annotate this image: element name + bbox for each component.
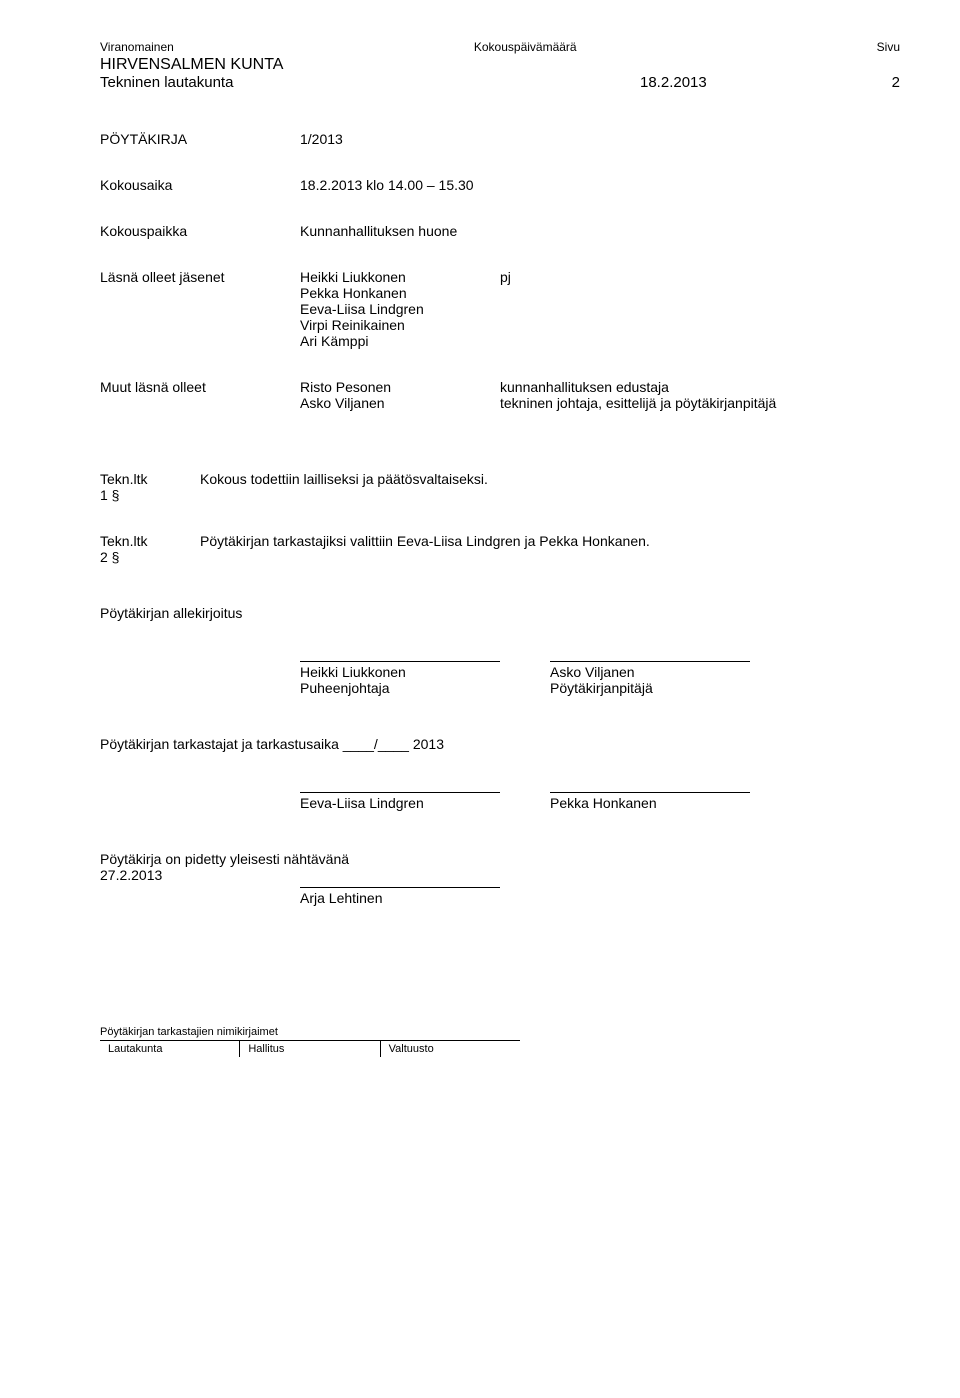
others-roles: kunnanhallituksen edustaja tekninen joht… [500, 379, 900, 411]
time-value: 18.2.2013 klo 14.00 – 15.30 [300, 177, 900, 193]
item-prefix: Tekn.ltk [100, 533, 200, 549]
date-label: Kokouspäivämäärä [474, 40, 577, 54]
footer-col-lautakunta: Lautakunta [100, 1041, 240, 1057]
place-label: Kokouspaikka [100, 223, 300, 239]
board-name: Tekninen lautakunta [100, 74, 640, 91]
page-number: 2 [840, 74, 900, 91]
footer-block: Pöytäkirjan tarkastajien nimikirjaimet L… [100, 1026, 900, 1057]
public-label: Pöytäkirja on pidetty yleisesti nähtävän… [100, 851, 900, 867]
page-label: Sivu [877, 40, 900, 54]
clerk-row: Arja Lehtinen [300, 887, 900, 906]
item-1-text: Kokous todettiin lailliseksi ja päätösva… [200, 471, 900, 503]
minutes-title-value: 1/2013 [300, 131, 900, 147]
others-present-block: Muut läsnä olleet Risto Pesonen Asko Vil… [100, 379, 900, 411]
meeting-time-row: Kokousaika 18.2.2013 klo 14.00 – 15.30 [100, 177, 900, 193]
reviewer-1-signature: Eeva-Liisa Lindgren [300, 792, 550, 811]
secretary-name: Asko Viljanen [550, 664, 800, 680]
clerk-name: Arja Lehtinen [300, 890, 550, 906]
present-name: Ari Kämppi [300, 333, 500, 349]
present-label: Läsnä olleet jäsenet [100, 269, 300, 349]
signature-line [300, 792, 500, 793]
present-name: Heikki Liukkonen [300, 269, 500, 285]
footer-col-valtuusto: Valtuusto [381, 1041, 520, 1057]
time-label: Kokousaika [100, 177, 300, 193]
footer-table: Lautakunta Hallitus Valtuusto [100, 1040, 520, 1057]
page-container: Viranomainen Kokouspäivämäärä Sivu HIRVE… [0, 0, 960, 1087]
clerk-signature: Arja Lehtinen [300, 887, 550, 906]
item-1-block: Tekn.ltk 1 § Kokous todettiin lailliseks… [100, 471, 900, 503]
signature-label: Pöytäkirjan allekirjoitus [100, 605, 900, 621]
chair-signature: Heikki Liukkonen Puheenjohtaja [300, 661, 550, 696]
signature-line [550, 661, 750, 662]
others-label: Muut läsnä olleet [100, 379, 300, 411]
present-members-block: Läsnä olleet jäsenet Heikki Liukkonen Pe… [100, 269, 900, 349]
place-value: Kunnanhallituksen huone [300, 223, 900, 239]
public-display-section: Pöytäkirja on pidetty yleisesti nähtävän… [100, 851, 900, 906]
item-1-number: 1 § [100, 487, 200, 503]
other-name: Risto Pesonen [300, 379, 500, 395]
item-2-label: Tekn.ltk 2 § [100, 533, 200, 565]
item-2-block: Tekn.ltk 2 § Pöytäkirjan tarkastajiksi v… [100, 533, 900, 565]
minutes-title-label: PÖYTÄKIRJA [100, 131, 300, 147]
present-names: Heikki Liukkonen Pekka Honkanen Eeva-Lii… [300, 269, 500, 349]
signature-line [300, 887, 500, 888]
signature-row: Heikki Liukkonen Puheenjohtaja Asko Vilj… [300, 661, 900, 696]
public-date: 27.2.2013 [100, 867, 900, 883]
secretary-title: Pöytäkirjanpitäjä [550, 680, 800, 696]
reviewer-1-name: Eeva-Liisa Lindgren [300, 795, 550, 811]
header-meta-row: Viranomainen Kokouspäivämäärä Sivu [100, 40, 900, 54]
present-roles: pj [500, 269, 900, 349]
item-1-label: Tekn.ltk 1 § [100, 471, 200, 503]
reviewer-2-name: Pekka Honkanen [550, 795, 800, 811]
other-role: kunnanhallituksen edustaja [500, 379, 900, 395]
signature-line [550, 792, 750, 793]
signature-line [300, 661, 500, 662]
other-name: Asko Viljanen [300, 395, 500, 411]
org-name: HIRVENSALMEN KUNTA [100, 56, 900, 74]
footer-initials-label: Pöytäkirjan tarkastajien nimikirjaimet [100, 1026, 900, 1038]
others-names: Risto Pesonen Asko Viljanen [300, 379, 500, 411]
item-2-number: 2 § [100, 549, 200, 565]
meeting-place-row: Kokouspaikka Kunnanhallituksen huone [100, 223, 900, 239]
reviewers-label: Pöytäkirjan tarkastajat ja tarkastusaika… [100, 736, 900, 752]
present-name: Eeva-Liisa Lindgren [300, 301, 500, 317]
meeting-date: 18.2.2013 [640, 74, 840, 91]
footer-col-hallitus: Hallitus [240, 1041, 380, 1057]
item-prefix: Tekn.ltk [100, 471, 200, 487]
authority-label: Viranomainen [100, 40, 174, 54]
signature-section: Pöytäkirjan allekirjoitus Heikki Liukkon… [100, 605, 900, 696]
minutes-title-row: PÖYTÄKIRJA 1/2013 [100, 131, 900, 147]
reviewers-section: Pöytäkirjan tarkastajat ja tarkastusaika… [100, 736, 900, 811]
other-role: tekninen johtaja, esittelijä ja pöytäkir… [500, 395, 900, 411]
chair-title: Puheenjohtaja [300, 680, 550, 696]
item-2-text: Pöytäkirjan tarkastajiksi valittiin Eeva… [200, 533, 900, 565]
reviewer-2-signature: Pekka Honkanen [550, 792, 800, 811]
present-role: pj [500, 269, 900, 285]
reviewers-row: Eeva-Liisa Lindgren Pekka Honkanen [300, 792, 900, 811]
present-name: Virpi Reinikainen [300, 317, 500, 333]
board-row: Tekninen lautakunta 18.2.2013 2 [100, 74, 900, 91]
secretary-signature: Asko Viljanen Pöytäkirjanpitäjä [550, 661, 800, 696]
present-name: Pekka Honkanen [300, 285, 500, 301]
chair-name: Heikki Liukkonen [300, 664, 550, 680]
